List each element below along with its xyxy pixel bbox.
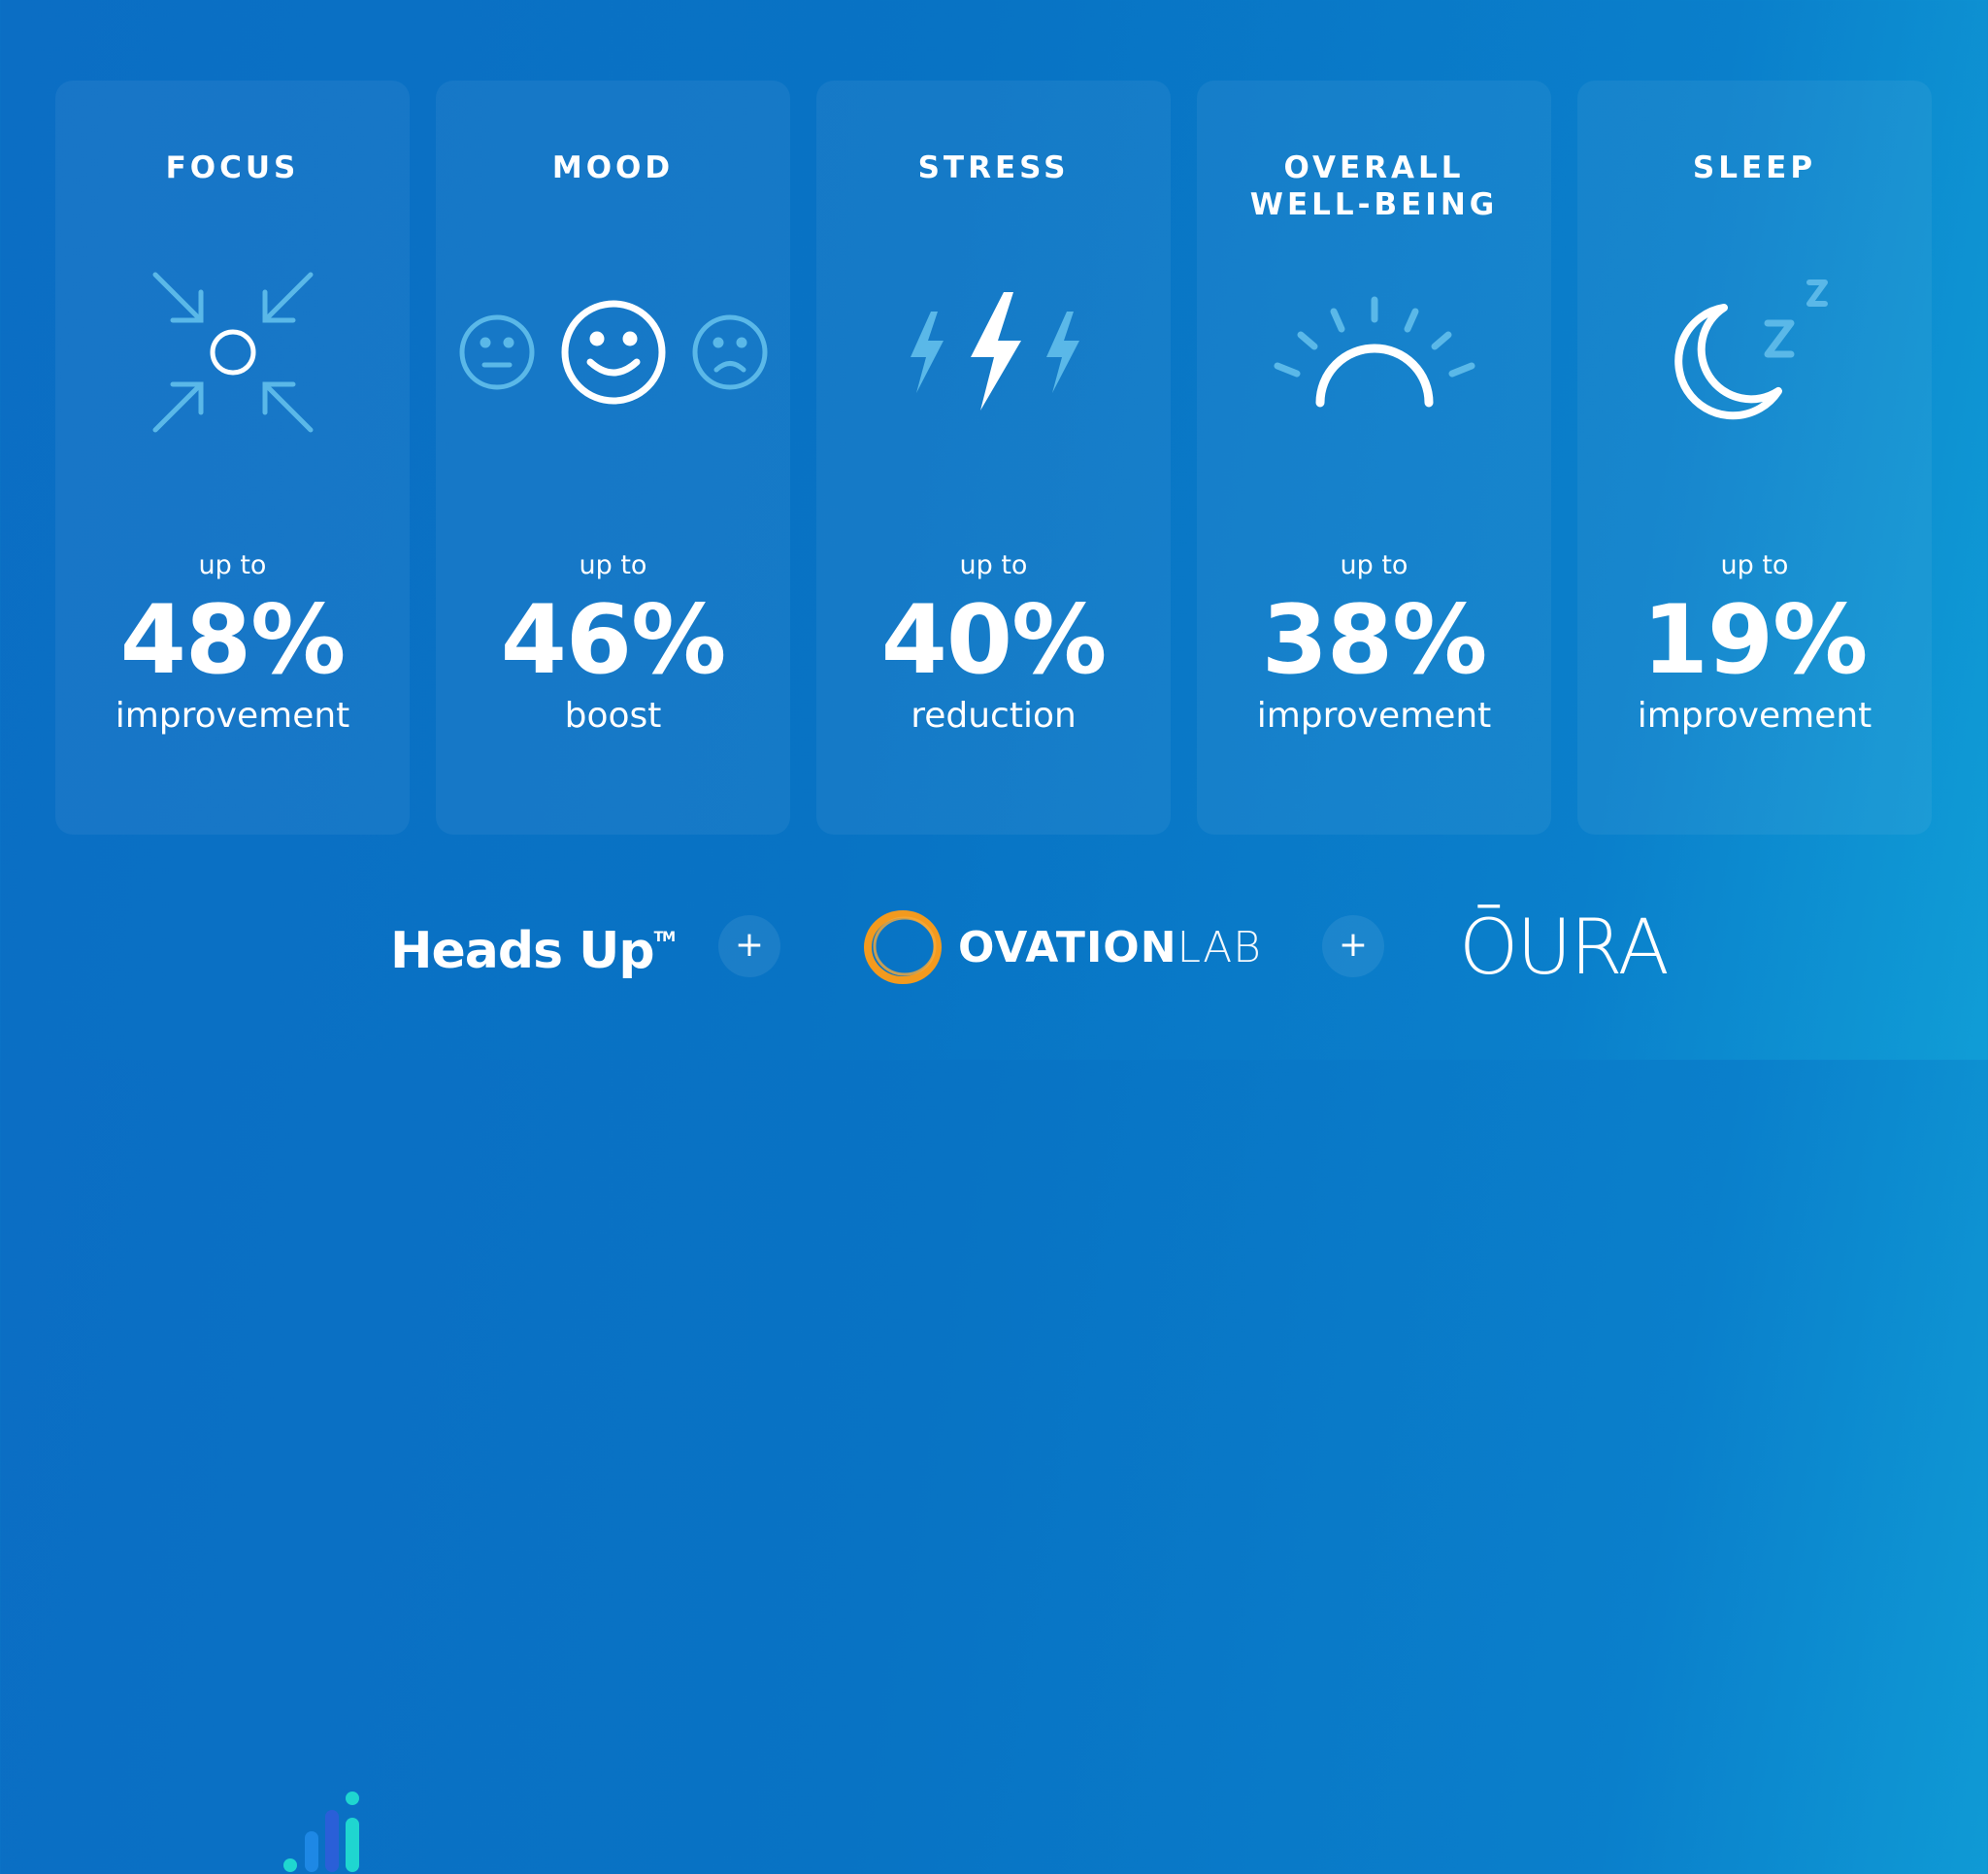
card-well-being: OVERALL WELL-BEING up to 38% improvement [1197,81,1551,835]
up-to-label: up to [1340,550,1408,580]
ovation-lab-logo: OVATIONLAB [958,923,1262,972]
heads-up-logo-icon [283,1792,359,1872]
percent-value: 48% [119,585,347,696]
up-to-label: up to [959,550,1028,580]
metrics-cards: FOCUS up to 48% improvement MOOD [55,81,1932,835]
card-title: OVERALL WELL-BEING [1249,150,1499,222]
up-to-label: up to [579,550,647,580]
metric-description: improvement [115,696,350,736]
metric-description: improvement [1637,696,1872,736]
heads-up-name: Heads Up [390,922,655,980]
card-title: FOCUS [165,150,300,185]
metric-description: boost [564,696,662,736]
card-stress: STRESS up to 40% reduction [816,81,1171,835]
moon-zzz-icon [1577,265,1932,440]
card-mood: MOOD up to 46% boost [436,81,790,835]
sunrise-icon [1197,265,1551,440]
ovation-ring-icon [864,910,942,984]
trademark: TM [653,930,677,945]
ovation-light: LAB [1176,923,1262,972]
ovation-bold: OVATION [958,923,1177,972]
metric-description: improvement [1256,696,1492,736]
metric-description: reduction [911,696,1077,736]
lightning-bolts-icon [816,265,1171,440]
up-to-label: up to [198,550,267,580]
card-title: STRESS [917,150,1070,185]
card-sleep: SLEEP up to 19% improvement [1577,81,1932,835]
focus-arrows-icon [55,265,410,440]
percent-value: 38% [1261,585,1488,696]
heads-up-logo: Heads UpTM [390,922,677,980]
percent-value: 40% [880,585,1108,696]
card-title: SLEEP [1692,150,1817,185]
card-title: MOOD [551,150,675,185]
percent-value: 46% [500,585,727,696]
oura-logo: ŌURA [1459,904,1670,992]
card-focus: FOCUS up to 48% improvement [55,81,410,835]
plus-separator: + [718,915,780,977]
percent-value: 19% [1641,585,1869,696]
up-to-label: up to [1720,550,1789,580]
plus-separator: + [1322,915,1384,977]
smiley-faces-icon [436,265,790,440]
